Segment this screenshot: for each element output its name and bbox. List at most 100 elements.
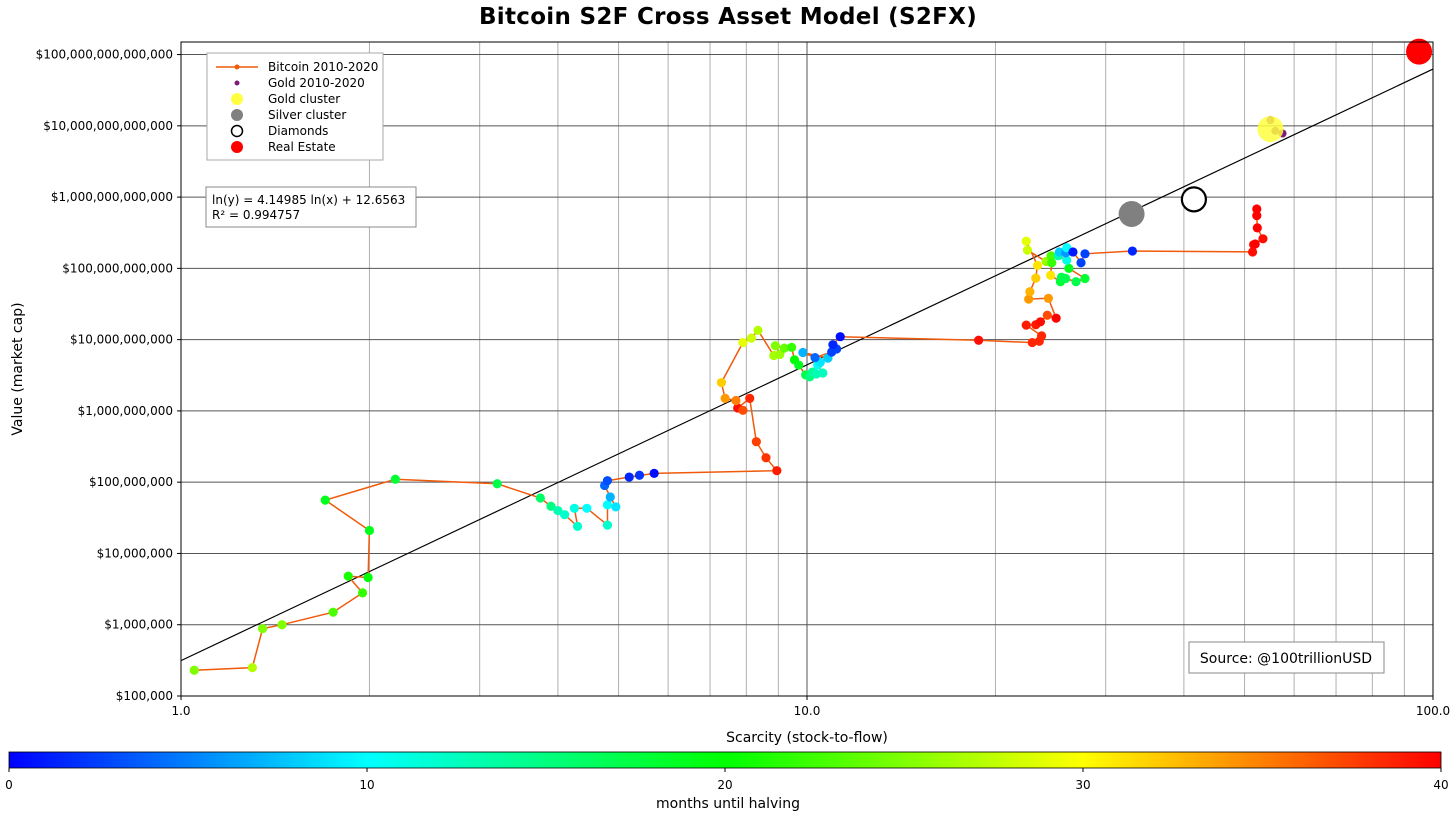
bitcoin-point: [357, 588, 368, 598]
bitcoin-point: [649, 468, 659, 478]
bitcoin-point: [492, 479, 502, 489]
legend-label: Real Estate: [268, 140, 336, 154]
colorbar-label: months until halving: [656, 796, 800, 812]
bitcoin-point: [1252, 204, 1262, 214]
bitcoin-point: [535, 493, 545, 503]
bitcoin-point: [1071, 277, 1081, 287]
bitcoin-point: [1046, 251, 1056, 261]
legend-dot-swatch: [234, 80, 240, 86]
x-axis-label: Scarcity (stock-to-flow): [726, 730, 888, 746]
bitcoin-point: [1036, 331, 1047, 341]
bitcoin-point: [569, 503, 579, 513]
y-tick-label: $1,000,000: [104, 618, 173, 632]
bitcoin-point: [772, 466, 782, 476]
bitcoin-point: [611, 502, 621, 512]
y-tick-label: $1,000,000,000,000: [51, 190, 173, 204]
bitcoin-point: [328, 607, 338, 617]
bitcoin-point: [1024, 294, 1034, 304]
bitcoin-point: [761, 453, 771, 463]
bitcoin-point: [1046, 270, 1056, 280]
bitcoin-point: [320, 495, 330, 505]
legend-label: Gold cluster: [268, 92, 340, 106]
bitcoin-point: [602, 500, 613, 510]
bitcoin-point: [1252, 223, 1262, 233]
y-tick-label: $1,000,000,000: [78, 404, 173, 418]
bitcoin-point: [738, 405, 748, 415]
bitcoin-point: [247, 663, 257, 673]
bitcoin-point: [602, 520, 613, 530]
bitcoin-point: [1127, 246, 1138, 256]
bitcoin-point: [1250, 239, 1260, 249]
colorbar-tick-label: 10: [359, 778, 374, 792]
x-tick-label: 1.0: [171, 704, 190, 718]
bitcoin-point: [560, 510, 570, 520]
y-tick-label: $100,000,000,000,000: [36, 48, 173, 62]
fit-r-squared: R² = 0.994757: [212, 208, 300, 222]
bitcoin-point: [1032, 260, 1043, 271]
bitcoin-point: [1042, 310, 1052, 320]
y-axis-label: Value (market cap): [10, 302, 26, 435]
colorbar: [8, 751, 1442, 769]
gold-cluster-marker: [1257, 116, 1284, 143]
bitcoin-point: [770, 341, 780, 351]
bitcoin-point: [1258, 234, 1268, 244]
bitcoin-point: [1252, 210, 1262, 221]
legend-circle-swatch: [231, 109, 243, 121]
legend-label: Bitcoin 2010-2020: [268, 60, 378, 74]
bitcoin-point: [1022, 245, 1033, 255]
bitcoin-point: [343, 571, 353, 581]
y-tick-label: $100,000,000: [89, 475, 173, 489]
bitcoin-point: [546, 501, 556, 511]
bitcoin-point: [1051, 313, 1061, 323]
x-tick-label: 100.0: [1416, 704, 1450, 718]
fit-equation-box: ln(y) = 4.14985 ln(x) + 12.6563 R² = 0.9…: [205, 186, 417, 228]
bitcoin-point: [753, 325, 763, 335]
bitcoin-point: [787, 342, 797, 352]
bitcoin-point: [553, 505, 563, 516]
bitcoin-point: [602, 476, 613, 486]
bitcoin-point: [1064, 263, 1074, 273]
legend-dot-swatch: [234, 64, 240, 70]
bitcoin-point: [390, 474, 400, 484]
bitcoin-point: [189, 665, 199, 675]
bitcoin-point: [828, 340, 838, 350]
bitcoin-point: [716, 377, 727, 388]
colorbar-tick-label: 0: [5, 778, 13, 792]
legend-label: Gold 2010-2020: [268, 76, 365, 90]
bitcoin-point: [794, 360, 804, 370]
colorbar-tick-label: 30: [1075, 778, 1090, 792]
bitcoin-point: [582, 503, 592, 513]
bitcoin-point: [1068, 247, 1078, 257]
bitcoin-point: [751, 437, 761, 447]
legend-circle-swatch: [230, 124, 244, 138]
bitcoin-point: [1021, 236, 1031, 246]
bitcoin-point: [779, 343, 789, 353]
bitcoin-point: [974, 335, 984, 345]
bitcoin-point: [1025, 287, 1035, 297]
source-annotation: Source: @100trillionUSD: [1200, 651, 1372, 667]
bitcoin-point: [810, 352, 820, 363]
chart-title: Bitcoin S2F Cross Asset Model (S2FX): [478, 4, 978, 30]
bitcoin-point: [257, 624, 268, 634]
bitcoin-point: [1047, 258, 1057, 268]
bitcoin-point: [798, 347, 808, 358]
source-box: Source: @100trillionUSD: [1188, 641, 1385, 674]
bitcoin-point: [1076, 258, 1086, 268]
bitcoin-point: [1061, 273, 1071, 284]
bitcoin-point: [738, 337, 748, 348]
bitcoin-point: [1027, 337, 1037, 348]
legend-circle-swatch: [231, 141, 243, 153]
bitcoin-point: [572, 521, 583, 531]
bitcoin-point: [364, 525, 375, 536]
bitcoin-point: [835, 332, 845, 342]
bitcoin-point: [605, 492, 615, 502]
fit-equation: ln(y) = 4.14985 ln(x) + 12.6563: [212, 193, 405, 207]
bitcoin-point: [746, 333, 756, 343]
bitcoin-point: [1031, 273, 1041, 283]
y-tick-label: $10,000,000,000,000: [43, 119, 173, 133]
bitcoin-point: [1035, 317, 1046, 327]
bitcoin-point: [363, 572, 373, 583]
bitcoin-point: [745, 393, 755, 403]
legend-label: Diamonds: [268, 124, 328, 138]
